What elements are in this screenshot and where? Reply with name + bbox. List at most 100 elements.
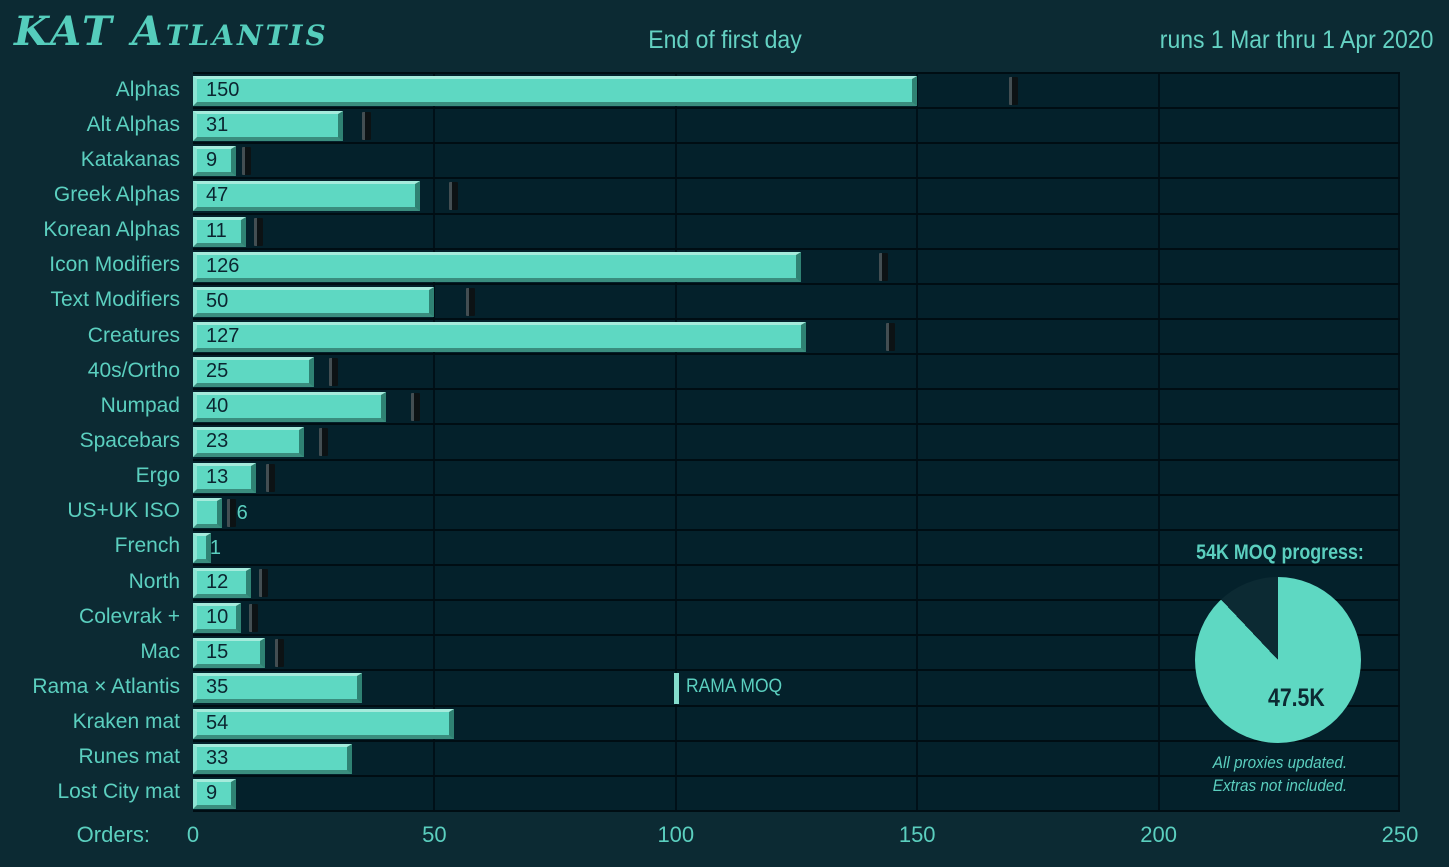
chart-row: 12 bbox=[193, 563, 1400, 600]
x-axis-title: Orders: bbox=[76, 822, 150, 847]
chart-row: 54 bbox=[193, 704, 1400, 740]
rama-moq-label: RAMA MOQ bbox=[685, 676, 782, 698]
category-label: Mac bbox=[140, 639, 180, 663]
value-bar bbox=[193, 532, 211, 563]
date-range: runs 1 Mar thru 1 Apr 2020 bbox=[1159, 26, 1433, 54]
chart-row: 31 bbox=[193, 107, 1400, 143]
target-marker bbox=[449, 182, 459, 211]
value-bar: 12 bbox=[193, 567, 251, 598]
chart-row: 40 bbox=[193, 388, 1400, 424]
category-label: Katakanas bbox=[80, 147, 180, 171]
chart-row: 1 bbox=[193, 528, 1400, 564]
pie-footnote-2: Extras not included. bbox=[1212, 776, 1348, 795]
chart-row: 150 bbox=[193, 72, 1400, 108]
value-bar: 11 bbox=[193, 216, 247, 247]
chart-row: 47 bbox=[193, 177, 1400, 213]
target-marker bbox=[275, 639, 285, 668]
chart-row: 6 bbox=[193, 493, 1400, 529]
category-label: Ergo bbox=[135, 464, 180, 488]
chart-title: End of first day bbox=[647, 26, 802, 54]
target-marker bbox=[410, 393, 420, 422]
category-label: Lost City mat bbox=[57, 780, 180, 804]
x-tick-label: 0 bbox=[186, 822, 200, 847]
chart-row: 9 bbox=[193, 774, 1400, 810]
chart-row: 25 bbox=[193, 353, 1400, 389]
target-marker bbox=[1009, 77, 1019, 105]
bar-plot-area: 150 31 9 47 11 126 50 127 25 40 23 13 6 1 12 10 15 35 RAMA… bbox=[193, 72, 1400, 812]
chart-row: 23 bbox=[193, 423, 1400, 459]
value-bar: 54 bbox=[193, 708, 454, 739]
value-bar: 33 bbox=[193, 743, 353, 774]
value-bar: 23 bbox=[193, 427, 305, 458]
category-label: Colevrak + bbox=[79, 604, 180, 628]
category-labels: Alphas Alt Alphas Katakanas Greek Alphas Kor… bbox=[0, 72, 180, 810]
target-marker bbox=[318, 428, 328, 457]
target-marker bbox=[878, 252, 888, 281]
x-tick-label: 200 bbox=[1140, 822, 1177, 847]
value-bar: 127 bbox=[193, 321, 807, 352]
x-axis-ticks: 0 50 100 150 200 250 bbox=[187, 822, 1418, 852]
target-marker bbox=[265, 463, 275, 492]
category-label: Numpad bbox=[100, 393, 180, 417]
category-label: Greek Alphas bbox=[53, 182, 180, 206]
category-label: North bbox=[128, 569, 180, 593]
category-label: 40s/Ortho bbox=[87, 358, 180, 382]
chart-row: 50 bbox=[193, 282, 1400, 318]
category-label: Runes mat bbox=[78, 745, 180, 769]
value-bar bbox=[193, 497, 222, 528]
target-marker bbox=[886, 322, 896, 351]
pie-footnote-1: All proxies updated. bbox=[1212, 753, 1348, 772]
target-marker bbox=[248, 604, 258, 633]
chart-row: 13 bbox=[193, 458, 1400, 494]
chart-row: 126 bbox=[193, 247, 1400, 283]
target-marker bbox=[253, 217, 263, 246]
value-bar: 126 bbox=[193, 251, 802, 282]
category-label: US+UK ISO bbox=[67, 499, 180, 523]
pie-value-label: 47.5K bbox=[1268, 684, 1325, 712]
category-label: Korean Alphas bbox=[43, 218, 180, 242]
category-label: Spacebars bbox=[79, 428, 180, 452]
category-label: Creatures bbox=[87, 323, 180, 347]
value-bar: 35 bbox=[193, 673, 362, 704]
rama-moq-marker bbox=[673, 673, 679, 705]
value-bar: 13 bbox=[193, 462, 256, 493]
category-label: Kraken mat bbox=[72, 710, 180, 734]
pie-title: 54K MOQ progress: bbox=[1196, 541, 1364, 564]
chart-row: 11 bbox=[193, 212, 1400, 248]
category-label: Text Modifiers bbox=[50, 288, 180, 312]
value-bar: 9 bbox=[193, 778, 237, 809]
x-tick-label: 150 bbox=[898, 822, 936, 847]
moq-progress-pie bbox=[1195, 577, 1361, 743]
value-bar: 47 bbox=[193, 181, 420, 212]
x-tick-label: 250 bbox=[1381, 822, 1419, 847]
target-marker bbox=[466, 287, 476, 316]
category-label: French bbox=[114, 534, 180, 558]
target-marker bbox=[362, 112, 372, 141]
x-tick-label: 100 bbox=[657, 822, 695, 847]
value-bar: 31 bbox=[193, 111, 343, 142]
chart-row: 10 bbox=[193, 599, 1400, 635]
value-bar: 10 bbox=[193, 603, 242, 634]
category-label: Alt Alphas bbox=[86, 112, 180, 136]
value-bar: 150 bbox=[193, 76, 918, 106]
value-bar: 50 bbox=[193, 286, 435, 317]
value-bar: 15 bbox=[193, 638, 266, 669]
target-marker bbox=[258, 568, 268, 597]
target-marker bbox=[227, 498, 237, 527]
category-label: Alphas bbox=[115, 77, 180, 101]
value-bar: 9 bbox=[193, 146, 237, 177]
target-marker bbox=[241, 147, 251, 176]
chart-row: 33 bbox=[193, 739, 1400, 775]
x-tick-label: 50 bbox=[422, 822, 447, 847]
category-label: Icon Modifiers bbox=[49, 253, 180, 277]
brand-logo: KAT Atlantis bbox=[14, 8, 329, 55]
chart-row: 127 bbox=[193, 317, 1400, 354]
value-label-outside: 1 bbox=[209, 536, 221, 559]
category-label: Rama × Atlantis bbox=[32, 674, 180, 698]
target-marker bbox=[328, 358, 338, 387]
value-label-outside: 6 bbox=[236, 501, 248, 524]
value-bar: 25 bbox=[193, 357, 314, 388]
chart-row: 9 bbox=[193, 142, 1400, 178]
value-bar: 40 bbox=[193, 392, 387, 423]
